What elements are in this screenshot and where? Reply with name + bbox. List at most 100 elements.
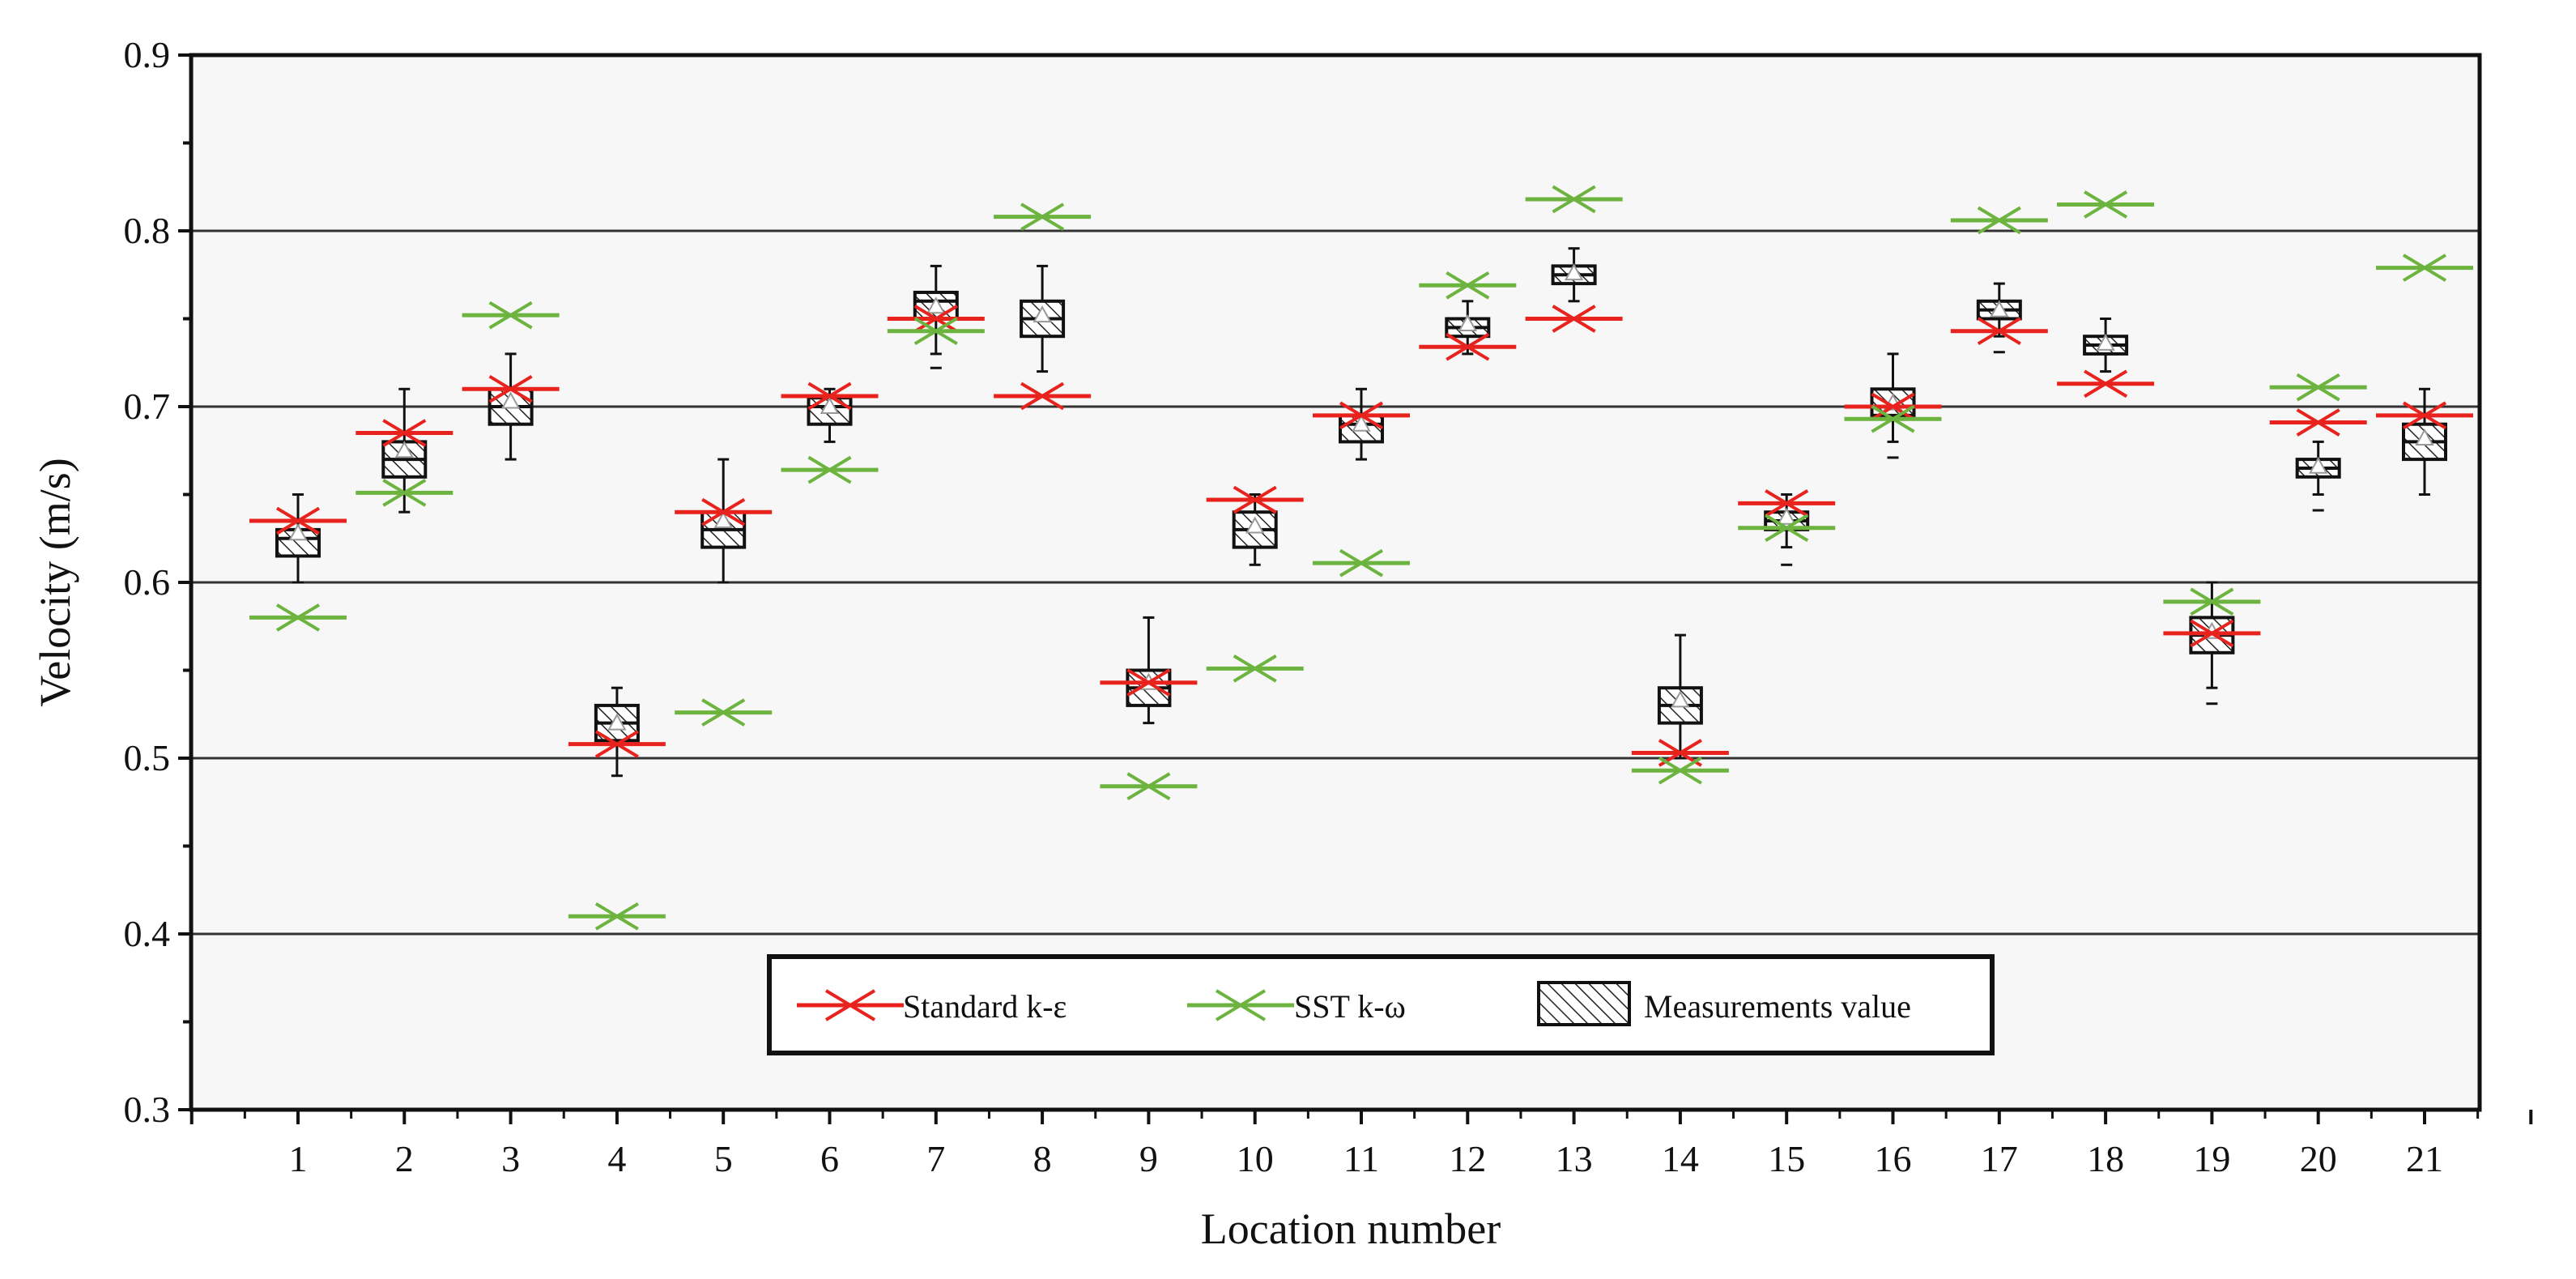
x-tick-label: 5 — [714, 1138, 733, 1179]
legend-symbol-standard-k-epsilon — [797, 989, 904, 1021]
marker-cross — [275, 603, 321, 632]
standard-k-epsilon-point — [887, 305, 985, 333]
legend-label-measurements-value: Measurements value — [1644, 988, 1911, 1025]
sst-k-omega-point — [1950, 206, 2048, 235]
standard-k-epsilon-point — [1313, 401, 1410, 430]
sst-k-omega-point — [356, 479, 453, 507]
marker-cross — [1977, 317, 2021, 346]
marker-cross — [824, 989, 876, 1021]
marker-cross — [2296, 408, 2340, 437]
measurement-box-group — [2083, 318, 2129, 373]
mean-marker — [820, 396, 840, 414]
x-tick-label: 12 — [1449, 1138, 1486, 1179]
x-tick-label: 1 — [289, 1138, 308, 1179]
marker-cross — [1871, 392, 1915, 421]
x-tick-label: 11 — [1343, 1138, 1379, 1179]
marker-cross — [2296, 373, 2340, 402]
legend-frame — [767, 954, 1995, 1055]
y-tick-label: 0.4 — [124, 913, 171, 954]
x-tick-label: 7 — [926, 1138, 945, 1179]
marker-cross — [2190, 587, 2234, 616]
marker-cross — [488, 374, 533, 403]
standard-k-epsilon-point — [1100, 668, 1198, 697]
mean-marker — [288, 523, 308, 541]
x-axis-title: Location number — [1201, 1204, 1501, 1253]
marker-cross — [1871, 404, 1915, 433]
grid-lines — [191, 229, 2480, 936]
marker-cross — [1765, 514, 1809, 543]
y-tick-label: 0.3 — [124, 1089, 171, 1130]
x-tick-label: 19 — [2193, 1138, 2230, 1179]
mean-marker — [1777, 507, 1796, 525]
measurement-box-group — [381, 387, 428, 514]
data-marks — [249, 185, 2473, 931]
legend: Standard k-ε SST k-ω Measurements value — [767, 954, 1995, 1055]
measurement-box-group — [1232, 493, 1278, 566]
x-tick-label: 8 — [1033, 1138, 1052, 1179]
x-tick-label: 15 — [1768, 1138, 1805, 1179]
marker-cross — [1552, 185, 1596, 214]
marker-cross — [1446, 271, 1490, 300]
legend-symbol-sst-k-omega — [1187, 989, 1294, 1021]
box-body — [1870, 387, 1916, 417]
sst-k-omega-point — [1738, 514, 1836, 543]
measurement-box-group — [1020, 264, 1066, 373]
marker-cross — [2402, 401, 2447, 430]
legend-label-standard-k-epsilon: Standard k-ε — [903, 988, 1067, 1025]
x-tick-label: 17 — [1981, 1138, 2018, 1179]
x-tick-label: 20 — [2300, 1138, 2337, 1179]
sst-k-omega-point — [2057, 190, 2155, 219]
marker-cross — [1765, 489, 1809, 518]
marker-cross — [1020, 203, 1065, 231]
marker-cross — [275, 506, 321, 535]
sst-k-omega-point — [1525, 185, 1623, 214]
mean-marker — [1458, 313, 1477, 332]
marker-cross — [2402, 254, 2447, 282]
sst-k-omega-point — [2376, 254, 2473, 282]
marker-cross — [807, 382, 852, 411]
marker-cross — [2084, 190, 2128, 219]
y-tick-label: 0.5 — [124, 737, 171, 778]
y-tick-label: 0.8 — [124, 210, 171, 251]
mean-marker — [1564, 263, 1584, 281]
standard-k-epsilon-point — [356, 419, 453, 447]
marker-cross — [1339, 548, 1384, 578]
standard-k-epsilon-point — [2376, 401, 2473, 430]
sst-k-omega-point — [887, 317, 985, 346]
x-tick-label: 21 — [2406, 1138, 2443, 1179]
mean-marker — [2309, 456, 2328, 474]
marker-cross — [488, 301, 533, 330]
mean-marker — [2415, 428, 2434, 446]
marker-cross — [2190, 619, 2234, 648]
sst-k-omega-point — [675, 698, 773, 727]
standard-k-epsilon-point — [2269, 408, 2367, 437]
y-tick-label: 0.7 — [124, 386, 171, 427]
marker-cross — [913, 305, 958, 333]
marker-cross — [1020, 382, 1065, 411]
mean-marker — [1990, 300, 2009, 318]
x-tick-label: 16 — [1875, 1138, 1912, 1179]
measurement-box-group — [1551, 247, 1597, 303]
standard-k-epsilon-point — [568, 730, 666, 758]
x-tick-label: 4 — [607, 1138, 626, 1179]
sst-k-omega-point — [568, 902, 666, 931]
y-axis-title: Velocity (m/s) — [31, 458, 79, 706]
x-tick-label: 10 — [1237, 1138, 1274, 1179]
standard-k-epsilon-point — [2163, 619, 2261, 648]
y-tick-label: 0.9 — [124, 34, 171, 75]
standard-k-epsilon-point — [249, 506, 347, 535]
x-tick-label: 13 — [1556, 1138, 1593, 1179]
marker-cross — [1977, 206, 2021, 235]
legend-label-sst-k-omega: SST k-ω — [1294, 988, 1406, 1025]
axis-ticks: 0.30.40.50.60.70.80.91 2 3 4 5 6 7 8 9 10 11 12 13 14… — [124, 34, 2533, 1179]
sst-k-omega-point — [1206, 654, 1304, 683]
mean-marker — [713, 510, 733, 529]
mean-marker — [607, 713, 627, 731]
standard-k-epsilon-point — [1950, 317, 2048, 346]
standard-k-epsilon-point — [994, 382, 1092, 411]
marker-cross — [1215, 989, 1267, 1021]
legend-symbols — [797, 981, 1631, 1026]
x-tick-label: 3 — [501, 1138, 520, 1179]
marker-cross — [382, 479, 427, 507]
marker-cross — [2084, 369, 2128, 399]
